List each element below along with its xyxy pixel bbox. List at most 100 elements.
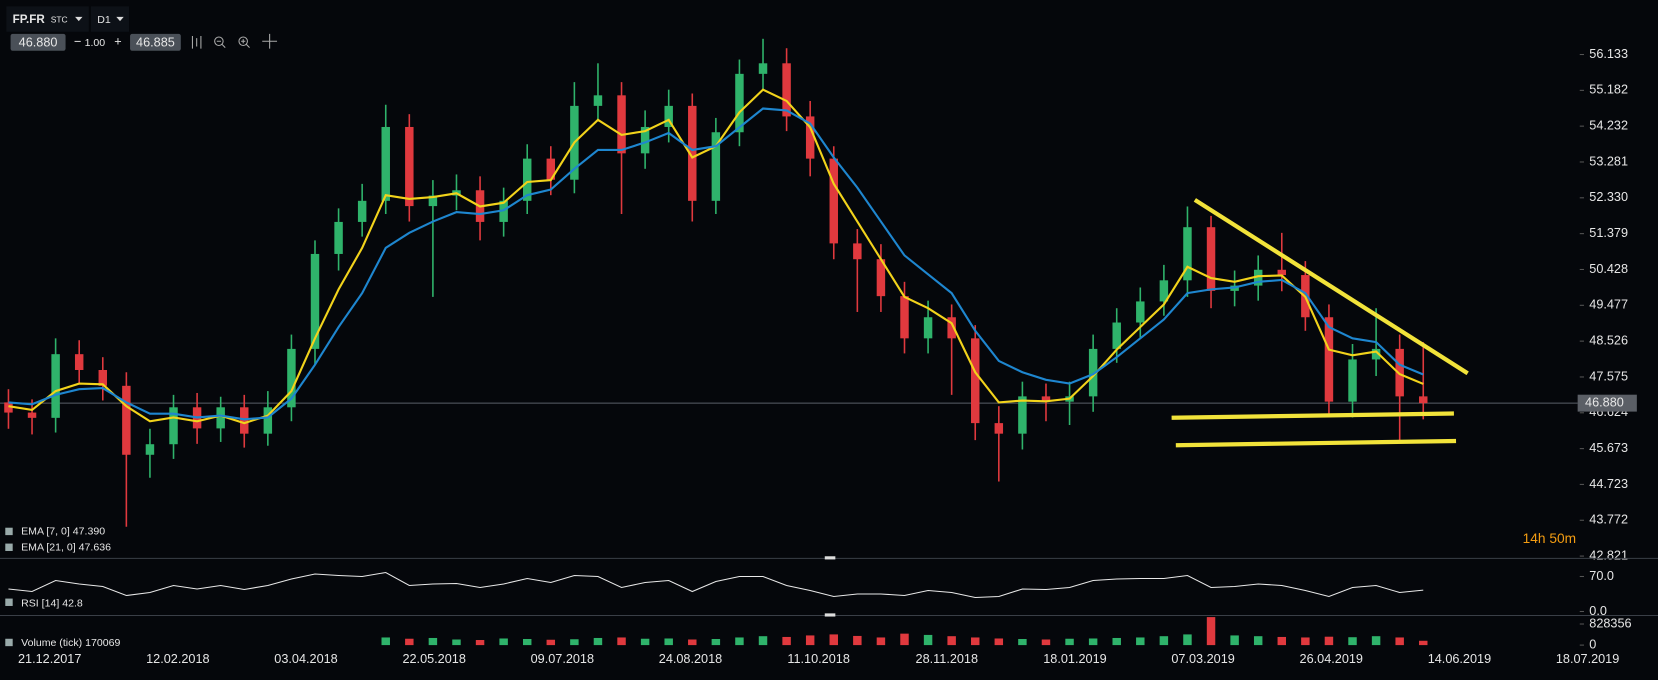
candle-body (1112, 322, 1121, 349)
legend-icon[interactable] (5, 543, 13, 551)
volume-bar (1183, 634, 1192, 646)
volume-bar (829, 634, 838, 646)
volume-bar (405, 638, 414, 646)
candle-body (216, 407, 225, 429)
candle-body (1395, 348, 1404, 397)
volume-bar (593, 637, 603, 646)
chart-type-icon[interactable] (191, 35, 202, 49)
candle-body (711, 132, 721, 201)
volume-bar (570, 639, 579, 646)
volume-bar (522, 638, 532, 646)
candle-body (546, 158, 556, 180)
candle-body (334, 221, 343, 254)
x-tick-label: 22.05.2018 (402, 652, 465, 666)
legend-icon[interactable] (5, 598, 13, 606)
trend-line (1171, 411, 1454, 420)
candle-body (1348, 359, 1357, 402)
panel-handle[interactable] (824, 613, 836, 617)
volume-bar (1230, 635, 1239, 646)
volume-bar (1206, 617, 1216, 646)
lot-step: 1.00 (85, 37, 106, 49)
candle-body (27, 412, 37, 418)
candle-body (74, 354, 84, 370)
legend-entry: EMA [7, 0] 47.390 (21, 526, 105, 538)
plot-area: 56.133 55.182 54.232 53.281 52.330 51.379 50.4… (0, 38, 1637, 666)
volume-bar (758, 636, 768, 646)
volume-bar (1253, 636, 1263, 646)
plus[interactable]: + (114, 35, 121, 49)
zoom-out-icon[interactable] (214, 36, 224, 47)
volume-bar (711, 638, 721, 646)
panel-handle[interactable] (824, 556, 836, 560)
x-tick-label: 21.12.2017 (18, 652, 81, 666)
countdown: 14h 50m (1523, 531, 1576, 546)
volume-bar (900, 633, 909, 646)
candle-body (1159, 280, 1169, 302)
y-tick-label: 53.281 (1589, 154, 1628, 168)
y-tick-label: 44.723 (1589, 477, 1628, 491)
trend-lines (1171, 198, 1469, 448)
candle-body (805, 116, 815, 159)
legend-icon[interactable] (5, 527, 13, 536)
y-tick-label: 55.182 (1589, 83, 1628, 97)
volume-bar (428, 637, 438, 646)
trend-line (1175, 438, 1457, 448)
candle-body (428, 195, 438, 207)
volume-bar (1395, 637, 1404, 646)
x-tick-label: 26.04.2019 (1300, 652, 1363, 666)
x-tick-label: 14.06.2019 (1428, 652, 1491, 666)
volume-bar (947, 636, 956, 646)
x-tick-label: 12.02.2018 (146, 652, 209, 666)
candle-body (51, 354, 60, 418)
ask: 46.885 (136, 36, 175, 50)
dropdown-arrow (75, 16, 83, 22)
candle-body (593, 95, 603, 106)
candle-body (994, 423, 1004, 434)
y-tick-label: 47.575 (1589, 369, 1628, 383)
timeframe-button[interactable] (90, 6, 130, 32)
volume-bar (923, 634, 933, 646)
minus[interactable]: − (74, 35, 81, 49)
last-price-box (1577, 394, 1637, 412)
volume-bar (640, 638, 650, 646)
y-tick-label: 48.526 (1589, 333, 1628, 347)
ask-box[interactable] (130, 33, 181, 51)
bid-box[interactable] (10, 33, 66, 51)
candle-body (1253, 269, 1263, 286)
pan-icon[interactable] (262, 33, 278, 49)
candle-body (263, 407, 273, 434)
symbol-button[interactable] (6, 6, 89, 32)
last-price-label: 46.880 (1585, 395, 1624, 409)
volume-bar (853, 635, 862, 646)
y-tick-label: 50.428 (1589, 262, 1628, 276)
candle-body (381, 126, 390, 201)
candle-body (947, 317, 956, 339)
volume-bar (1159, 636, 1169, 646)
volume-bar (735, 637, 744, 646)
volume-bar (1371, 636, 1381, 646)
candle-body (923, 317, 933, 339)
candle-body (617, 95, 626, 154)
zoom-in-icon[interactable] (238, 36, 248, 47)
ema-line (8, 107, 1424, 421)
trend-line (1193, 198, 1469, 376)
candle-body (499, 200, 508, 222)
candle-body (310, 253, 320, 349)
candle-body (1183, 227, 1192, 281)
y-tick-label: 43.772 (1589, 513, 1628, 527)
x-tick-label: 24.08.2018 (659, 652, 722, 666)
candle-body (1088, 348, 1098, 397)
y-tick-label: 0.0 (1589, 604, 1607, 618)
volume-bar (1419, 640, 1428, 646)
candle-body (876, 259, 886, 297)
x-tick-label: 28.11.2018 (916, 652, 978, 666)
x-tick-label: 18.07.2019 (1556, 652, 1619, 666)
y-tick-label: 49.477 (1589, 298, 1628, 312)
candle-body (1041, 396, 1051, 402)
symbol: FP.FR (13, 13, 46, 26)
dropdown-arrow (116, 16, 124, 22)
legend-icon[interactable] (5, 638, 13, 647)
candle-body (287, 348, 296, 408)
volume-bar (876, 637, 886, 646)
